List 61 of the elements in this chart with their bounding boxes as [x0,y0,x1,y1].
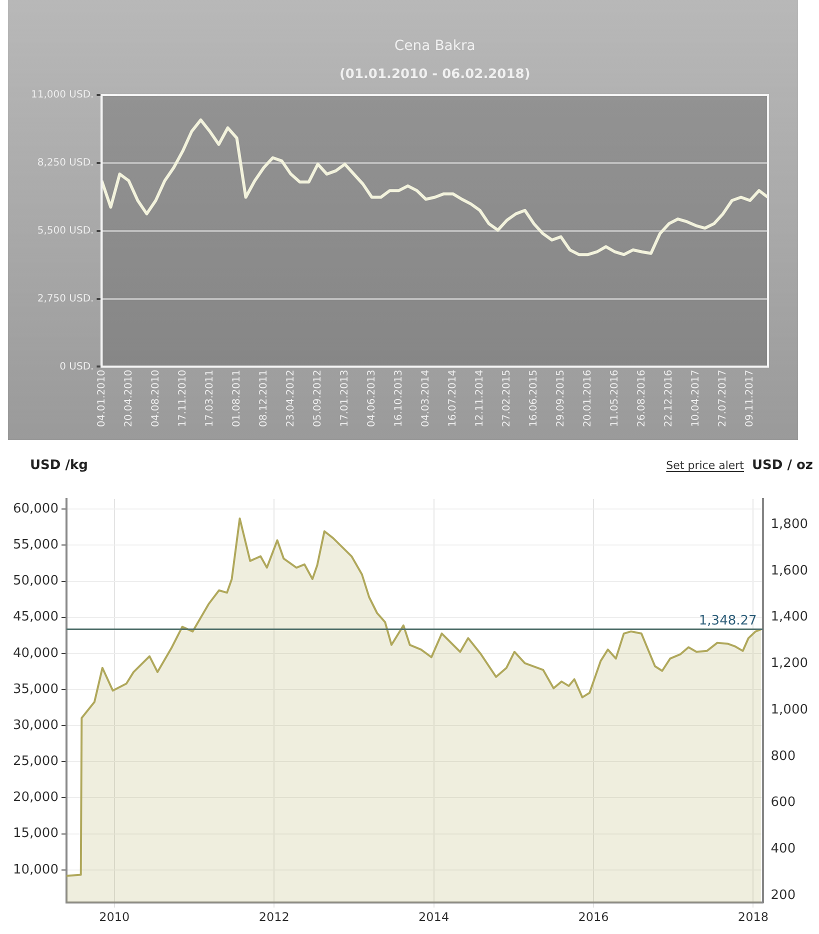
x-tick-label: 04.06.2013 [366,370,378,428]
x-tick-label: 09.11.2017 [744,370,756,428]
x-tick-label: 26.08.2016 [636,370,648,428]
x-tick-label: 20.01.2016 [582,370,594,428]
y-tick-label: 10,000 [12,862,58,878]
x-tick-label: 05.09.2012 [312,370,324,428]
chart-title: Cena Bakra [394,38,476,54]
x-tick-label: 04.01.2010 [96,370,108,428]
x-tick-label: 16.06.2015 [528,370,540,428]
x-tick-label: 16.07.2014 [447,370,458,428]
x-tick-label: 04.08.2010 [150,370,162,428]
y2-tick-label: 1,000 [770,702,808,718]
y-tick-label: 0 USD. [60,361,94,372]
x-tick-label: 01.08.2011 [231,370,242,428]
y-tick-label: 8,250 USD. [37,158,94,169]
x-tick-label: 27.02.2015 [501,370,512,428]
y-tick-label: 35,000 [12,682,58,697]
y2-tick-label: 200 [770,888,796,904]
x-tick-label: 29.09.2015 [556,370,567,428]
x-tick-label: 17.03.2011 [204,370,216,428]
y-tick-label: 45,000 [12,610,58,625]
x-tick-label: 2016 [578,910,609,924]
x-tick-label: 2012 [258,910,290,924]
y2-tick-label: 400 [770,842,796,857]
y-tick-label: 55,000 [12,538,58,553]
y2-tick-label: 1,800 [770,516,808,532]
x-tick-label: 17.01.2013 [339,370,350,428]
x-tick-label: 10.04.2017 [690,370,702,428]
x-tick-label: 2018 [738,910,768,924]
y-tick-label: 40,000 [12,646,58,661]
y-tick-label: 30,000 [12,718,58,733]
x-tick-label: 22.12.2016 [664,370,675,428]
x-tick-label: 2010 [99,910,130,924]
x-tick-label: 16.10.2013 [393,370,404,428]
chart-subtitle: (01.01.2010 - 06.02.2018) [339,67,530,82]
y-tick-label: 20,000 [12,790,58,806]
x-tick-label: 11.05.2016 [610,370,621,428]
y2-axis-title: USD / oz [752,458,813,473]
y2-tick-label: 1,600 [770,563,808,578]
x-tick-label: 27.07.2017 [718,370,729,428]
y2-tick-label: 600 [770,795,796,810]
y-tick-label: 50,000 [12,574,58,589]
x-tick-label: 08.12.2011 [258,370,270,428]
x-tick-label: 2014 [418,910,450,924]
y-tick-label: 60,000 [12,501,58,516]
ref-line-label: 1,348.27 [698,613,757,628]
x-tick-label: 20.04.2010 [123,370,134,428]
text: Set price alert [666,459,745,472]
y-tick-label: 15,000 [12,826,58,842]
y2-tick-label: 1,200 [770,656,808,672]
y-axis-title: USD /kg [30,458,88,473]
x-tick-label: 12.11.2014 [474,370,486,428]
y-tick-label: 5,500 USD. [37,225,94,236]
x-tick-label: 04.03.2014 [420,370,432,428]
x-tick-label: 17.11.2010 [177,370,188,428]
y-tick-label: 25,000 [12,754,58,770]
y2-tick-label: 800 [770,748,796,764]
y-tick-label: 2,750 USD. [37,293,94,304]
y-tick-label: 11,000 USD. [30,90,94,101]
y2-tick-label: 1,400 [770,610,808,625]
x-tick-label: 23.04.2012 [285,370,296,428]
